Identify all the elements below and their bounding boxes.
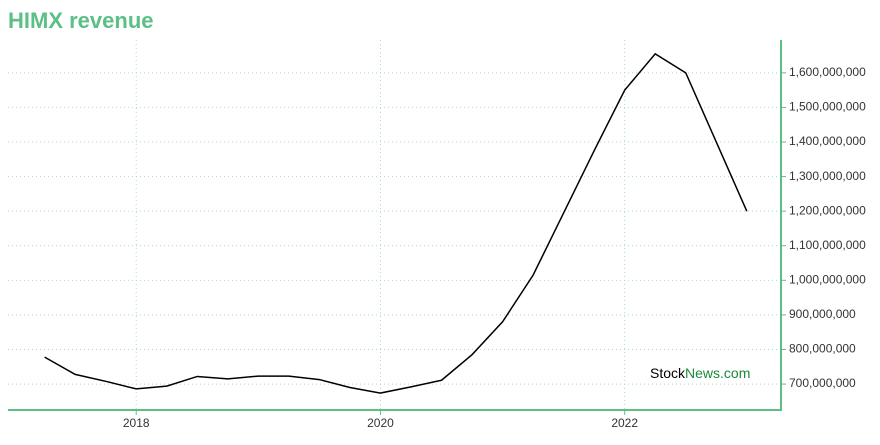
watermark-part: News [685,365,720,381]
x-tick-label: 2020 [367,416,394,430]
y-tick-label: 1,200,000,000 [789,203,866,217]
y-tick-label: 1,100,000,000 [789,238,866,252]
y-tick-label: 1,600,000,000 [789,65,866,79]
y-tick-label: 1,400,000,000 [789,134,866,148]
chart-title: HIMX revenue [8,8,154,33]
y-tick-label: 1,300,000,000 [789,169,866,183]
watermark-part: .com [720,365,750,381]
watermark: StockNews.com [650,365,750,381]
y-tick-label: 1,000,000,000 [789,272,866,286]
y-tick-label: 700,000,000 [789,376,856,390]
y-tick-label: 800,000,000 [789,342,856,356]
watermark-part: Stock [650,365,686,381]
line [44,52,748,394]
x-tick-label: 2018 [123,416,150,430]
y-tick-label: 1,500,000,000 [789,100,866,114]
x-tick-label: 2022 [611,416,638,430]
y-tick-label: 900,000,000 [789,307,856,321]
